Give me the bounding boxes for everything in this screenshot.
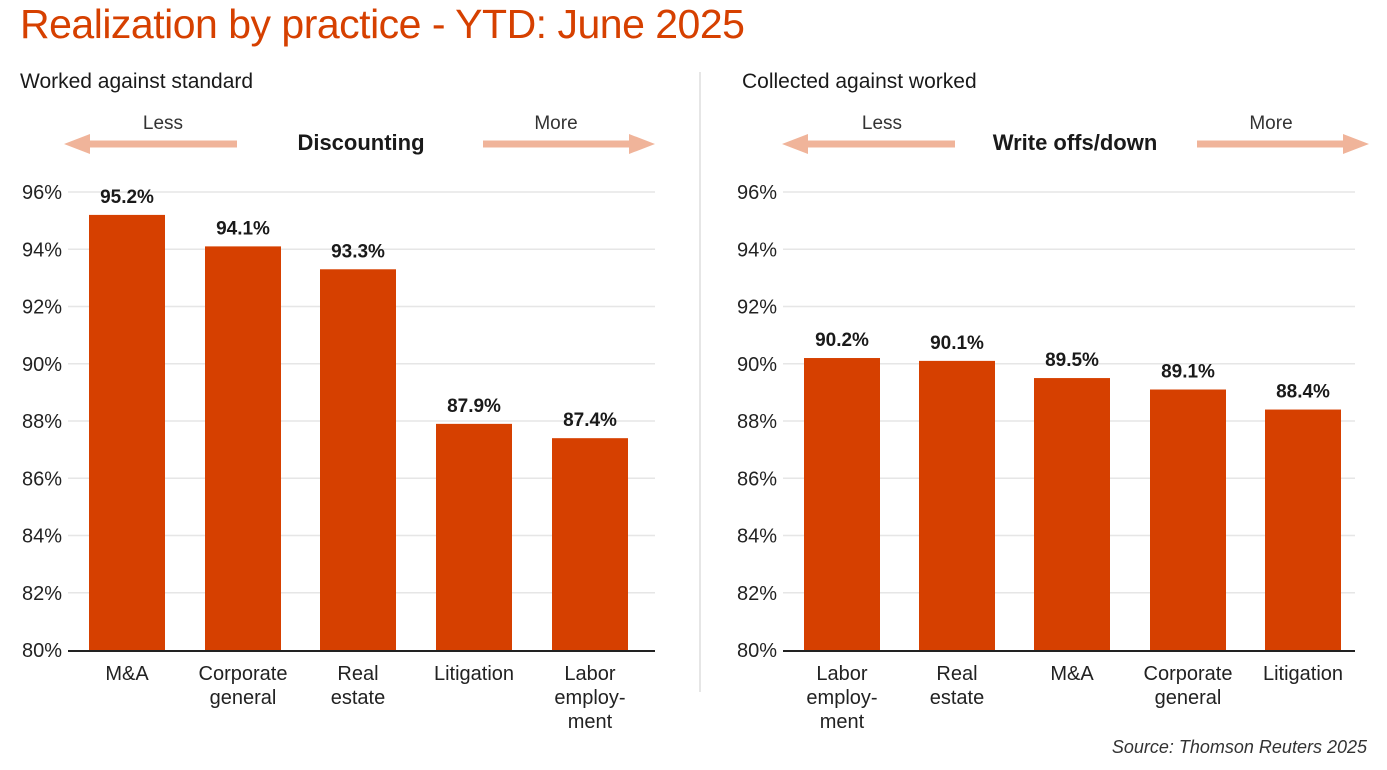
- source-note: Source: Thomson Reuters 2025: [1111, 737, 1367, 757]
- bar-value-label: 95.2%: [100, 187, 154, 208]
- x-tick-label-line: general: [210, 687, 277, 709]
- bar-value-label: 87.4%: [563, 410, 617, 431]
- arrow-less-shaft: [84, 140, 237, 148]
- chart-collected-against-worked: Collected against worked Less More Write of…: [737, 70, 1369, 733]
- bar-value-label: 93.3%: [331, 241, 385, 262]
- annotation-less-label: Less: [143, 113, 183, 134]
- annotation-less-label: Less: [862, 113, 902, 134]
- y-tick-label: 90%: [737, 354, 777, 376]
- y-tick-label: 96%: [737, 182, 777, 204]
- bar: [89, 214, 165, 650]
- y-tick-label: 84%: [22, 526, 62, 548]
- arrow-left-icon: [782, 134, 808, 154]
- y-tick-label: 86%: [22, 468, 62, 490]
- bar-value-label: 89.5%: [1045, 350, 1099, 371]
- x-tick-label: Real estate: [930, 663, 984, 709]
- y-tick-label: 94%: [22, 239, 62, 261]
- chart-subtitle: Worked against standard: [20, 70, 253, 93]
- x-tick-label: Labor employ-ment: [806, 663, 877, 733]
- bar-value-label: 87.9%: [447, 396, 501, 417]
- bar: [436, 423, 512, 650]
- x-tick-label-line: Corporate: [1144, 663, 1233, 685]
- x-tick-label: M&A: [1050, 663, 1094, 685]
- y-tick-label: 80%: [22, 640, 62, 662]
- chart-title: Realization by practice - YTD: June 2025: [20, 1, 745, 47]
- arrow-more-shaft: [483, 140, 635, 148]
- y-tick-label: 90%: [22, 354, 62, 376]
- x-tick-label-line: Real: [337, 663, 378, 685]
- bar: [320, 269, 396, 650]
- x-tick-label-line: Corporate: [199, 663, 288, 685]
- y-tick-label: 82%: [22, 583, 62, 605]
- x-tick-label: Labor employ-ment: [554, 663, 625, 733]
- x-tick-label-line: estate: [331, 687, 385, 709]
- x-tick-label-line: Labor: [816, 663, 867, 685]
- bar: [1265, 409, 1341, 650]
- x-tick-label: Corporate general: [1144, 663, 1233, 709]
- bar-value-label: 90.1%: [930, 333, 984, 354]
- arrow-right-icon: [629, 134, 655, 154]
- y-tick-label: 80%: [737, 640, 777, 662]
- arrow-left-icon: [64, 134, 90, 154]
- y-tick-label: 82%: [737, 583, 777, 605]
- bar: [919, 360, 995, 650]
- x-tick-label-line: M&A: [1050, 663, 1094, 685]
- y-tick-label: 88%: [22, 411, 62, 433]
- x-tick-label-line: Litigation: [1263, 663, 1343, 685]
- x-tick-label-line: Real: [936, 663, 977, 685]
- bar-value-label: 89.1%: [1161, 362, 1215, 383]
- bar: [1150, 389, 1226, 650]
- y-tick-label: 86%: [737, 468, 777, 490]
- y-tick-label: 96%: [22, 182, 62, 204]
- arrow-less-shaft: [802, 140, 955, 148]
- annotation-center-label: Write offs/down: [993, 130, 1158, 155]
- x-tick-label-line: Litigation: [434, 663, 514, 685]
- chart-subtitle: Collected against worked: [742, 70, 977, 93]
- y-tick-label: 88%: [737, 411, 777, 433]
- x-tick-label: M&A: [105, 663, 149, 685]
- bar-value-label: 90.2%: [815, 330, 869, 351]
- x-tick-label-line: estate: [930, 687, 984, 709]
- x-tick-label-line: employ-: [554, 687, 625, 709]
- bar: [804, 358, 880, 650]
- annotation-more-label: More: [1249, 113, 1292, 134]
- bar-value-label: 88.4%: [1276, 382, 1330, 403]
- panel-divider: [699, 72, 701, 692]
- x-tick-label-line: general: [1155, 687, 1222, 709]
- x-tick-label: Real estate: [331, 663, 385, 709]
- x-tick-label-line: employ-: [806, 687, 877, 709]
- y-tick-label: 84%: [737, 526, 777, 548]
- x-tick-label-line: ment: [820, 711, 865, 733]
- x-tick-label-line: ment: [568, 711, 613, 733]
- y-tick-label: 92%: [737, 297, 777, 319]
- chart-worked-against-standard: Worked against standard Less More Discounti…: [20, 70, 655, 733]
- x-tick-label-line: Labor: [564, 663, 615, 685]
- annotation-more-label: More: [534, 113, 577, 134]
- bar-value-label: 94.1%: [216, 218, 270, 239]
- y-tick-label: 92%: [22, 297, 62, 319]
- arrow-more-shaft: [1197, 140, 1349, 148]
- x-tick-label: Litigation: [1263, 663, 1343, 685]
- arrow-right-icon: [1343, 134, 1369, 154]
- bar: [1034, 378, 1110, 650]
- y-tick-label: 94%: [737, 239, 777, 261]
- annotation-center-label: Discounting: [297, 130, 424, 155]
- x-tick-label-line: M&A: [105, 663, 149, 685]
- x-tick-label: Litigation: [434, 663, 514, 685]
- bar: [552, 438, 628, 650]
- x-tick-label: Corporate general: [199, 663, 288, 709]
- bar: [205, 246, 281, 650]
